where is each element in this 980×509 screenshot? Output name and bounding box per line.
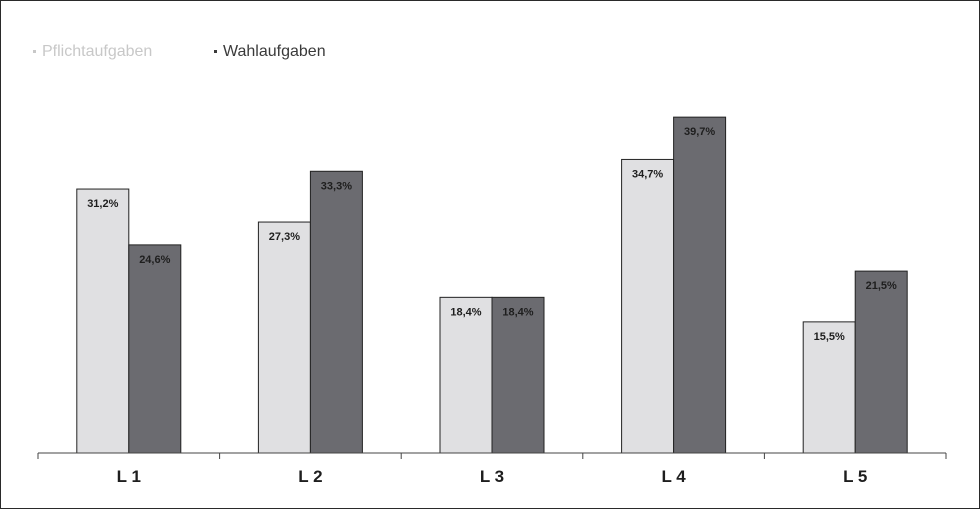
bar-pflichtaufgaben-l-4	[621, 158, 675, 454]
data-label-pflichtaufgaben-l-4: 34,7%	[632, 168, 663, 180]
x-axis-labels: L 1 L 2 L 3 L 4 L 5	[117, 467, 868, 486]
legend-swatch-pflichtaufgaben	[33, 50, 36, 53]
data-label-wahlaufgaben-l-5: 21,5%	[866, 280, 897, 292]
data-label-wahlaufgaben-l-3: 18,4%	[502, 306, 533, 318]
category-label-l-4: L 4	[661, 467, 686, 486]
category-label-l-2: L 2	[298, 467, 322, 486]
bar-wahlaufgaben-l-4	[673, 116, 727, 454]
category-label-l-5: L 5	[843, 467, 867, 486]
bar-pflichtaufgaben-l-5	[802, 321, 856, 454]
data-label-pflichtaufgaben-l-5: 15,5%	[814, 331, 845, 343]
bar-wahlaufgaben-l-1	[128, 244, 182, 454]
data-label-wahlaufgaben-l-1: 24,6%	[139, 254, 170, 266]
legend-label-wahlaufgaben: Wahlaufgaben	[223, 43, 326, 60]
data-label-pflichtaufgaben-l-1: 31,2%	[87, 198, 118, 210]
bar-pflichtaufgaben-l-1	[76, 188, 130, 454]
data-label-wahlaufgaben-l-4: 39,7%	[684, 126, 715, 138]
legend-swatch-wahlaufgaben	[214, 50, 217, 53]
data-label-wahlaufgaben-l-2: 33,3%	[321, 180, 352, 192]
x-axis-ticks	[37, 453, 947, 459]
data-label-pflichtaufgaben-l-2: 27,3%	[269, 231, 300, 243]
bar-pflichtaufgaben-l-2	[257, 221, 311, 454]
bar-wahlaufgaben-l-2	[309, 170, 363, 454]
category-label-l-3: L 3	[480, 467, 504, 486]
data-label-pflichtaufgaben-l-3: 18,4%	[450, 306, 481, 318]
bar-wahlaufgaben-l-5	[854, 270, 908, 454]
category-label-l-1: L 1	[117, 467, 141, 486]
legend: Pflichtaufgaben Wahlaufgaben	[33, 43, 326, 60]
bar-pflichtaufgaben-l-3	[439, 296, 493, 454]
bars-group: 31,2% 24,6% 27,3% 33,3% 18,4% 18,4% 34,7% 39,7%…	[76, 116, 908, 454]
legend-label-pflichtaufgaben: Pflichtaufgaben	[42, 43, 152, 60]
bar-wahlaufgaben-l-3	[491, 296, 545, 454]
